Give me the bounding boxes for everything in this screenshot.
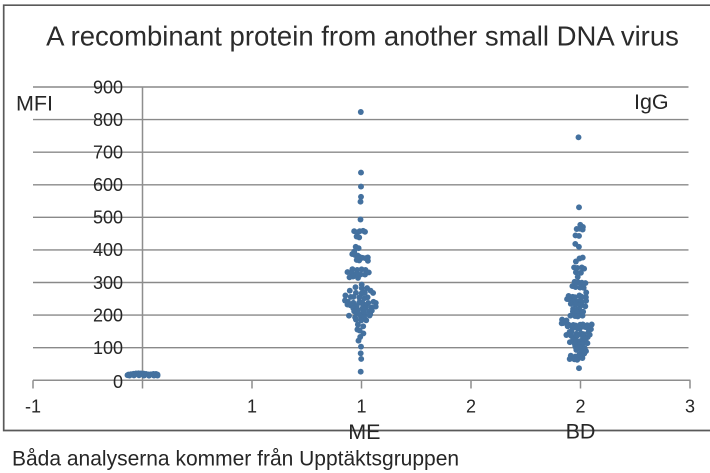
svg-text:900: 900 [93, 77, 123, 97]
svg-text:800: 800 [93, 110, 123, 130]
svg-text:1: 1 [356, 397, 366, 417]
svg-text:3: 3 [685, 397, 695, 417]
svg-text:2: 2 [575, 397, 585, 417]
svg-text:700: 700 [93, 143, 123, 163]
svg-text:Båda analyserna kommer från Up: Båda analyserna kommer från Upptäktsgrup… [12, 448, 459, 471]
svg-text:-1: -1 [25, 397, 41, 417]
svg-text:0: 0 [113, 372, 123, 392]
svg-text:500: 500 [93, 208, 123, 228]
svg-text:1: 1 [247, 397, 257, 417]
svg-text:300: 300 [93, 273, 123, 293]
svg-text:400: 400 [93, 240, 123, 260]
svg-text:600: 600 [93, 175, 123, 195]
svg-text:IgG: IgG [634, 90, 669, 114]
svg-text:MFI: MFI [16, 91, 53, 115]
svg-text:BD: BD [566, 420, 596, 444]
svg-text:ME: ME [348, 420, 380, 444]
svg-text:200: 200 [93, 305, 123, 325]
svg-text:A recombinant protein from ano: A recombinant protein from another small… [46, 20, 679, 51]
svg-text:100: 100 [93, 338, 123, 358]
svg-text:2: 2 [466, 397, 476, 417]
